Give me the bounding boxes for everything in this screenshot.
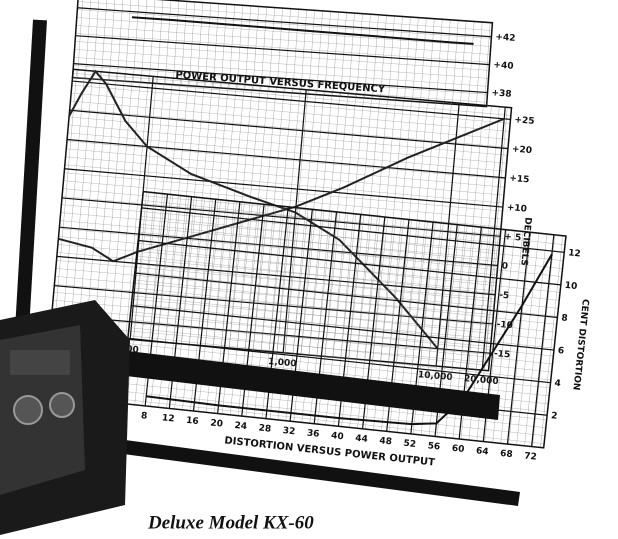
grid-line — [131, 305, 555, 351]
grid-line — [141, 207, 565, 253]
y-tick-label: +20 — [511, 144, 532, 156]
y-tick-label: 2 — [551, 411, 558, 422]
x-tick-label: 28 — [258, 423, 272, 434]
x-tick-label: 20 — [210, 418, 224, 429]
x-tick-label: 16 — [186, 416, 200, 427]
x-tick-label: 48 — [379, 436, 393, 447]
y-tick-label: 6 — [557, 346, 564, 357]
grid-line — [134, 272, 558, 319]
grid-line — [506, 232, 531, 445]
x-tick-label: 12 — [161, 413, 175, 424]
x-tick-label: 32 — [282, 426, 296, 437]
y-tick-label: +25 — [514, 115, 535, 127]
data-line — [146, 253, 553, 426]
caption: Deluxe Model KX-60 — [147, 512, 314, 533]
grid-line — [75, 35, 490, 66]
x-tick-label: 8 — [140, 411, 147, 422]
grid-line — [67, 138, 506, 179]
x-tick-label: 64 — [475, 446, 489, 457]
x-tick-label: 52 — [403, 439, 417, 450]
y-tick-label: +10 — [506, 203, 527, 215]
black-bar — [15, 19, 47, 331]
y-tick-label: +42 — [495, 33, 516, 44]
grid-line — [138, 239, 561, 286]
y-tick-label: 4 — [554, 379, 561, 390]
x-tick-label: 44 — [355, 434, 369, 445]
y-tick-label: 8 — [561, 313, 568, 324]
grid-line — [77, 7, 492, 38]
y-tick-label: +15 — [509, 174, 530, 186]
y-tick-label: 10 — [564, 281, 578, 292]
x-tick-label: 40 — [331, 431, 345, 442]
y-tick-label: +40 — [493, 60, 514, 71]
x-tick-label: 36 — [306, 429, 320, 440]
x-tick-label: 56 — [427, 441, 441, 452]
x-tick-label: 72 — [524, 451, 538, 462]
x-tick-label: 24 — [234, 421, 248, 432]
grid-line — [64, 168, 503, 208]
grid-line — [69, 109, 509, 150]
amplifier-photo — [0, 300, 130, 535]
data-line — [131, 16, 474, 45]
y-tick-label: 12 — [568, 248, 582, 259]
y-tick-label: +38 — [491, 88, 512, 99]
grid-line — [72, 80, 511, 121]
grid-line — [73, 63, 488, 94]
x-tick-label: 68 — [500, 449, 514, 460]
black-bar — [123, 440, 520, 506]
grid-line — [531, 234, 555, 447]
grid-line — [127, 337, 551, 384]
x-tick-label: 60 — [451, 444, 465, 455]
black-bar — [118, 350, 500, 420]
